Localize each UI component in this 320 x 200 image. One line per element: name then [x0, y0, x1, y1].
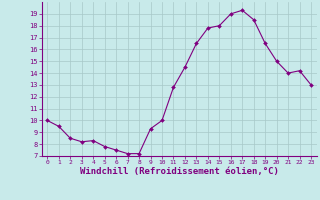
- X-axis label: Windchill (Refroidissement éolien,°C): Windchill (Refroidissement éolien,°C): [80, 167, 279, 176]
